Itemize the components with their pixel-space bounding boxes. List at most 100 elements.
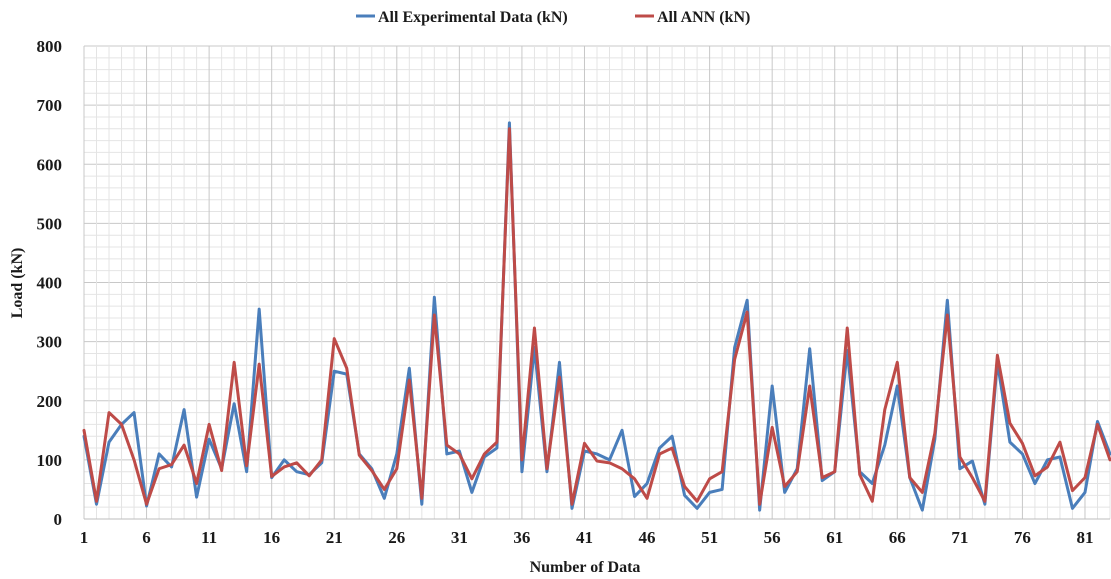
experimental-point: [332, 369, 336, 373]
experimental-point: [445, 452, 449, 456]
experimental-point: [695, 506, 699, 510]
ann-point: [282, 465, 286, 469]
experimental-point: [282, 458, 286, 462]
ann-point: [220, 469, 224, 473]
ann-point: [595, 459, 599, 463]
ann-point: [370, 469, 374, 473]
ann-point: [633, 477, 637, 481]
y-axis-ticks: 0 100 200 300 400 500 600 700 800: [37, 37, 63, 529]
experimental-point: [570, 506, 574, 510]
ann-point: [958, 455, 962, 459]
ann-point: [708, 477, 712, 481]
experimental-point: [1058, 455, 1062, 459]
ann-point: [482, 452, 486, 456]
x-tick-label: 71: [951, 528, 968, 547]
experimental-point: [595, 452, 599, 456]
ann-point: [82, 428, 86, 432]
experimental-point: [770, 384, 774, 388]
experimental-point: [107, 440, 111, 444]
ann-point: [95, 499, 99, 503]
ann-point: [182, 443, 186, 447]
y-tick-label: 300: [37, 333, 63, 352]
ann-point: [1008, 421, 1012, 425]
y-tick-label: 500: [37, 214, 63, 233]
x-tick-label: 81: [1076, 528, 1093, 547]
ann-point: [608, 461, 612, 465]
x-tick-label: 51: [701, 528, 718, 547]
experimental-point: [670, 434, 674, 438]
experimental-point: [620, 428, 624, 432]
ann-point: [895, 360, 899, 364]
y-tick-label: 0: [54, 510, 63, 529]
ann-point: [1033, 474, 1037, 478]
ann-point: [445, 443, 449, 447]
ann-point: [645, 496, 649, 500]
experimental-point: [1083, 490, 1087, 494]
ann-point: [295, 461, 299, 465]
experimental-point: [1020, 452, 1024, 456]
experimental-point: [920, 508, 924, 512]
ann-point: [232, 360, 236, 364]
chart-gridlines: [83, 45, 1111, 520]
ann-point: [107, 411, 111, 415]
ann-point: [145, 502, 149, 506]
ann-point: [833, 470, 837, 474]
experimental-point: [708, 490, 712, 494]
ann-point: [457, 452, 461, 456]
ann-point: [658, 452, 662, 456]
ann-point: [1083, 476, 1087, 480]
x-tick-label: 66: [889, 528, 906, 547]
ann-point: [795, 470, 799, 474]
ann-point: [920, 490, 924, 494]
ann-point: [720, 470, 724, 474]
ann-point: [695, 499, 699, 503]
experimental-point: [720, 487, 724, 491]
experimental-point: [507, 121, 511, 125]
experimental-point: [883, 443, 887, 447]
ann-point: [758, 502, 762, 506]
legend-label-ann: All ANN (kN): [657, 9, 750, 26]
ann-point: [933, 431, 937, 435]
experimental-point: [182, 408, 186, 412]
ann-point: [570, 502, 574, 506]
ann-point: [257, 362, 261, 366]
experimental-point: [958, 467, 962, 471]
x-tick-label: 11: [201, 528, 217, 547]
experimental-point: [520, 470, 524, 474]
x-tick-label: 31: [451, 528, 468, 547]
experimental-point: [808, 347, 812, 351]
legend: All Experimental Data (kN) All ANN (kN): [356, 9, 750, 26]
legend-label-experimental: All Experimental Data (kN): [378, 9, 568, 26]
experimental-point: [382, 496, 386, 500]
ann-point: [245, 464, 249, 468]
ann-point: [532, 326, 536, 330]
experimental-point: [295, 470, 299, 474]
ann-point: [395, 467, 399, 471]
experimental-point: [1008, 440, 1012, 444]
ann-point: [883, 408, 887, 412]
ann-point: [582, 441, 586, 445]
ann-point: [132, 458, 136, 462]
ann-point: [620, 467, 624, 471]
experimental-point: [407, 366, 411, 370]
y-tick-label: 200: [37, 392, 63, 411]
experimental-point: [945, 298, 949, 302]
ann-point: [908, 476, 912, 480]
ann-point: [420, 496, 424, 500]
experimental-point: [557, 360, 561, 364]
ann-point: [845, 326, 849, 330]
ann-point: [207, 422, 211, 426]
x-tick-label: 16: [263, 528, 280, 547]
ann-point: [1095, 422, 1099, 426]
experimental-point: [1070, 506, 1074, 510]
ann-point: [683, 484, 687, 488]
y-tick-label: 600: [37, 155, 63, 174]
ann-point: [808, 384, 812, 388]
ann-point: [770, 425, 774, 429]
ann-point: [432, 313, 436, 317]
ann-point: [733, 357, 737, 361]
experimental-point: [633, 495, 637, 499]
ann-point: [945, 313, 949, 317]
ann-point: [983, 499, 987, 503]
